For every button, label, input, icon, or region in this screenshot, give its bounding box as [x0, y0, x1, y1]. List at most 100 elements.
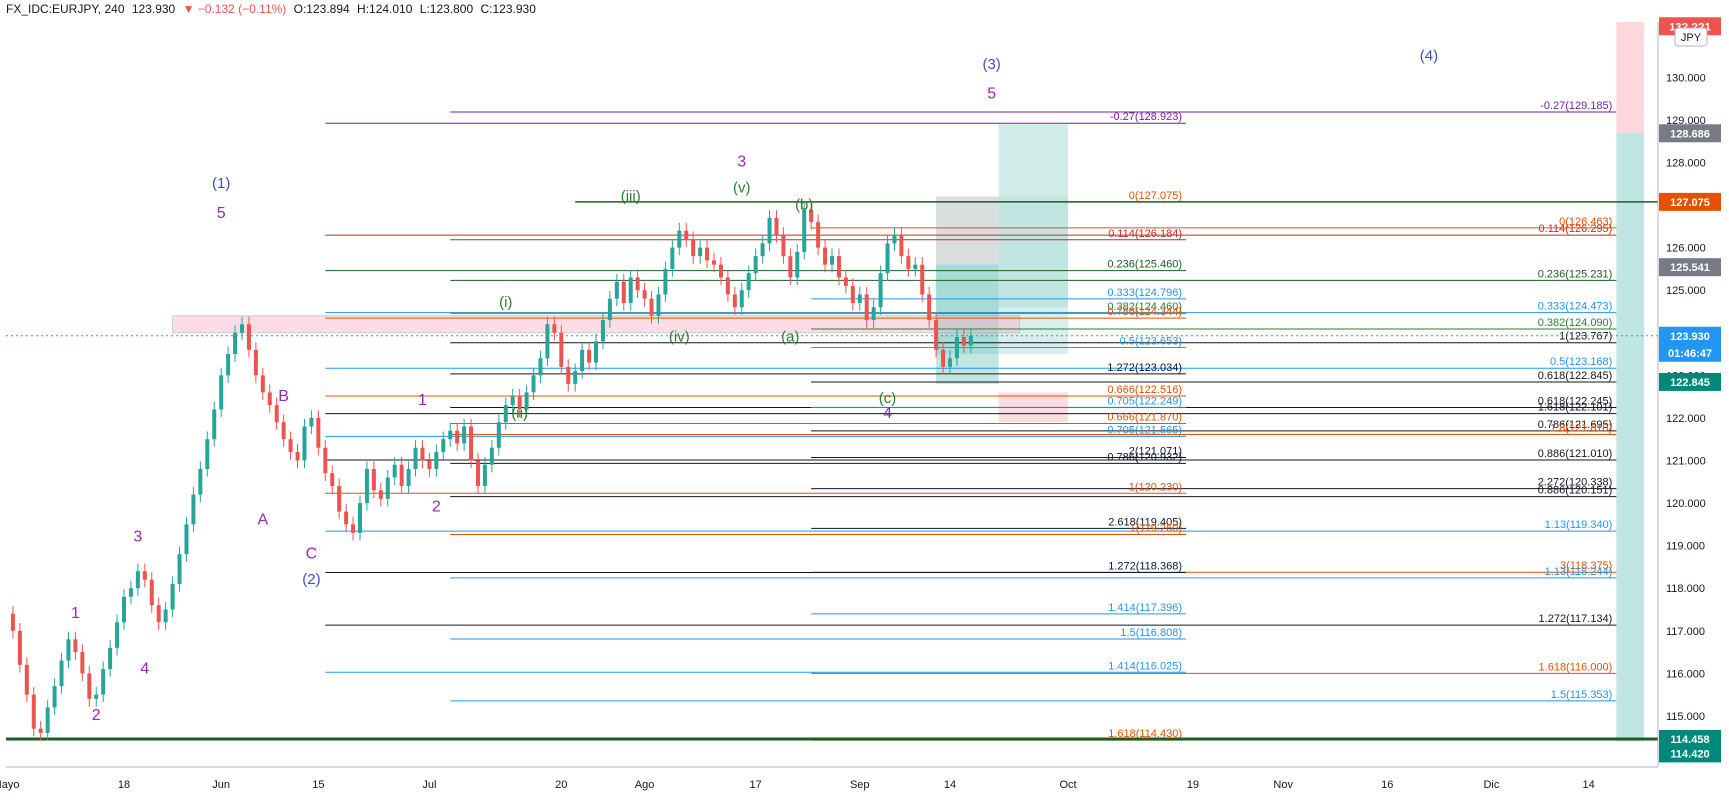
candle-body — [677, 230, 682, 248]
candle-body — [961, 337, 966, 346]
candle-body — [469, 426, 474, 461]
x-tick-label: 14 — [944, 779, 956, 791]
fib-level-label: 1(119.260) — [1130, 523, 1182, 535]
candle-body — [510, 396, 515, 406]
fib-level-label: 1.5(116.808) — [1120, 627, 1182, 639]
candle-body — [309, 417, 314, 427]
fib-level-label: 0.618(122.245) — [1538, 395, 1613, 407]
candle-body — [358, 503, 362, 533]
candle-body — [66, 639, 71, 661]
candle-body — [392, 464, 397, 478]
candle-body — [823, 247, 828, 265]
wave-label: (4) — [1420, 47, 1438, 64]
candle-body — [670, 247, 675, 269]
fib-level-label: 2.272(120.338) — [1538, 477, 1613, 489]
fib-level-label: 0(127.075) — [1129, 190, 1182, 202]
candle-body — [538, 358, 543, 376]
fib-level-label: 0(126.463) — [1559, 216, 1612, 228]
candle-body — [566, 366, 571, 384]
candle-body — [892, 234, 897, 244]
candle-body — [906, 256, 911, 269]
candle-body — [614, 281, 619, 299]
candle-body — [712, 260, 716, 265]
candle-body — [857, 294, 862, 303]
wave-label: (ii) — [511, 405, 528, 422]
candle-body — [746, 273, 751, 291]
price-tag-label: 122.845 — [1670, 377, 1710, 389]
candle-body — [816, 222, 821, 248]
fib-level-label: 0.5(123.168) — [1550, 356, 1612, 368]
fib-level-label: 0.705(121.565) — [1107, 424, 1182, 436]
price-tag-label: 01:46:47 — [1668, 348, 1712, 360]
candle-body — [330, 473, 335, 487]
candle-body — [899, 234, 904, 257]
x-tick-label: Dic — [1483, 779, 1499, 791]
fib-level-label: 0.382(124.090) — [1538, 317, 1613, 329]
candle-body — [482, 464, 487, 487]
fib-level-label: 0.114(126.295) — [1539, 223, 1613, 235]
candle-body — [246, 324, 251, 350]
fib-level-label: 1.8(121.610) — [1550, 423, 1612, 435]
fib-level-label: 0.705(122.249) — [1107, 395, 1182, 407]
candle-body — [441, 439, 446, 452]
x-tick-label: Ago — [635, 779, 655, 791]
symbol-title[interactable]: FX_IDC:EURJPY, 240 — [6, 2, 125, 16]
wave-label: 5 — [217, 205, 226, 222]
candle-body — [649, 298, 654, 316]
x-tick-label: Nov — [1273, 779, 1293, 791]
wave-label: (1) — [212, 175, 230, 192]
candle-body — [795, 251, 800, 278]
price-tag — [1659, 192, 1721, 211]
candle-body — [177, 554, 182, 584]
candle-body — [781, 234, 786, 257]
candle-body — [371, 469, 376, 491]
currency-label[interactable]: JPY — [1674, 27, 1708, 47]
candle-body — [455, 430, 460, 444]
candle-body — [45, 707, 50, 733]
candle-body — [170, 583, 175, 610]
candle-body — [607, 298, 612, 320]
y-tick-label: 117.000 — [1666, 626, 1705, 638]
candle-body — [732, 294, 737, 308]
candle-body — [364, 469, 369, 504]
candle-body — [594, 341, 598, 363]
candle-body — [191, 494, 196, 525]
candle-body — [656, 294, 661, 316]
candle-body — [476, 460, 480, 487]
x-tick-label: Mayo — [0, 779, 19, 791]
x-tick-label: Oct — [1059, 779, 1076, 791]
candle-body — [850, 285, 855, 303]
candle-body — [385, 477, 390, 499]
fib-level-label: -0.27(129.185) — [1540, 100, 1612, 112]
fib-level-label: -0.27(128.923) — [1110, 111, 1182, 123]
candle-body — [545, 324, 550, 359]
candle-body — [406, 469, 411, 487]
candle-body — [87, 673, 92, 699]
candle-body — [434, 451, 439, 469]
candle-body — [621, 281, 626, 303]
fib-level-label: 0.236(125.231) — [1538, 268, 1613, 280]
x-tick-label: 15 — [312, 779, 324, 791]
wave-label: (3) — [982, 56, 1000, 73]
fib-level-label: 1.414(117.396) — [1108, 602, 1182, 614]
price-tag — [1659, 326, 1721, 345]
y-tick-label: 125.000 — [1666, 285, 1706, 297]
wave-label: (b) — [795, 196, 813, 213]
candle-body — [323, 447, 328, 474]
candle-body — [156, 605, 161, 623]
fib-level-label: 0.886(121.010) — [1538, 448, 1613, 460]
x-tick-label: 20 — [555, 779, 567, 791]
candle-body — [524, 392, 529, 410]
symbol-header: FX_IDC:EURJPY, 240 123.930 ▼ −0.132 (−0.… — [6, 2, 540, 20]
wave-label: 1 — [418, 392, 427, 409]
candle-body — [135, 571, 140, 589]
candle-body — [642, 290, 647, 299]
y-tick-label: 116.000 — [1666, 668, 1705, 680]
y-tick-label: 128.000 — [1666, 157, 1706, 169]
candle-body — [705, 247, 710, 261]
wave-label: (c) — [879, 390, 897, 407]
price-tag — [1659, 744, 1721, 763]
fib-level-label: 1.13(118.244) — [1545, 566, 1613, 578]
candle-body — [427, 460, 432, 469]
